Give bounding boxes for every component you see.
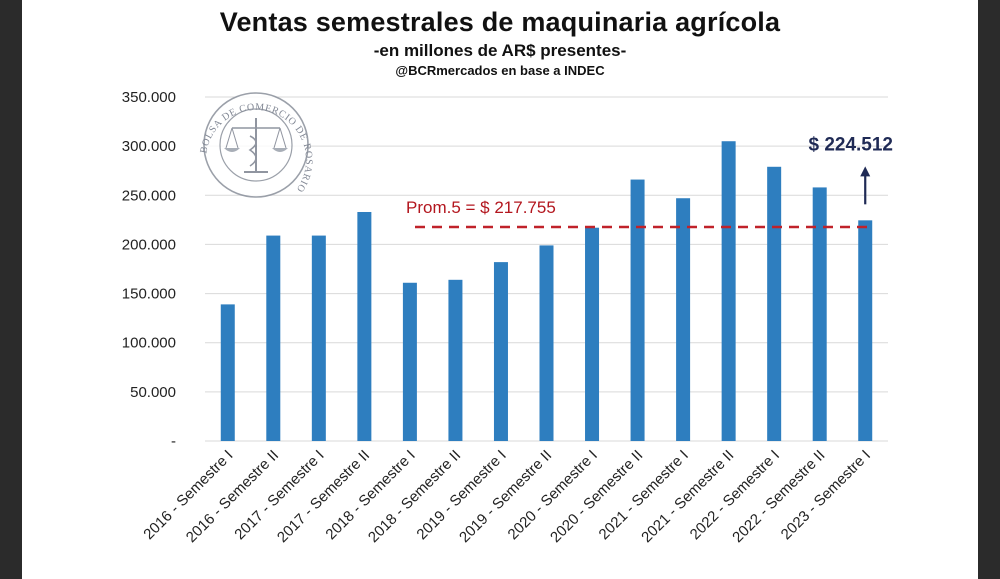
- bar: [448, 279, 463, 441]
- average-line-group: Prom.5 = $ 217.755: [406, 198, 868, 229]
- right-frame-bar: [978, 0, 1000, 579]
- annotations: $ 224.512: [808, 134, 893, 205]
- bar: [493, 262, 508, 441]
- y-tick-label: 100.000: [122, 335, 176, 352]
- average-label: Prom.5 = $ 217.755: [406, 198, 556, 217]
- bar: [585, 227, 600, 441]
- chart-source: @BCRmercados en base a INDEC: [395, 63, 605, 78]
- y-tick-label: 150.000: [122, 286, 176, 303]
- bar: [630, 179, 645, 441]
- bar: [812, 187, 827, 441]
- y-tick-label: -: [171, 433, 176, 450]
- bar: [266, 235, 281, 441]
- last-value-label: $ 224.512: [808, 134, 893, 155]
- bars: [220, 141, 873, 442]
- y-tick-label: 250.000: [122, 187, 176, 204]
- title-block: Ventas semestrales de maquinaria agrícol…: [22, 6, 978, 79]
- y-axis-ticks: - 50.000 100.000 150.000 200.000 250.000 300.0…: [122, 89, 176, 450]
- left-frame-bar: [0, 0, 22, 579]
- bar: [220, 304, 235, 441]
- bar: [858, 220, 873, 441]
- bar: [539, 245, 554, 441]
- bar: [767, 166, 782, 442]
- chart-subtitle: -en millones de AR$ presentes-: [373, 41, 627, 60]
- bar: [676, 198, 691, 441]
- bcr-seal-logo: BOLSA DE COMERCIO DE ROSARIO: [198, 92, 314, 198]
- arrow-up-icon: [860, 166, 871, 177]
- chart-title: Ventas semestrales de maquinaria agrícol…: [219, 7, 781, 37]
- bar: [721, 141, 736, 441]
- y-tick-label: 50.000: [130, 384, 176, 401]
- bar: [402, 282, 417, 441]
- bar: [357, 211, 372, 441]
- y-tick-label: 200.000: [122, 236, 176, 253]
- y-tick-label: 350.000: [122, 89, 176, 106]
- y-tick-label: 300.000: [122, 138, 176, 155]
- bar: [311, 235, 326, 441]
